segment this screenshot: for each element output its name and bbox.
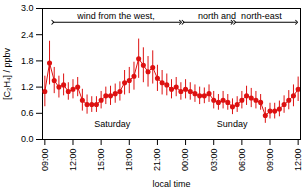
svg-text:0.0: 0.0 [21, 134, 34, 144]
svg-text:3.0: 3.0 [21, 3, 34, 13]
svg-text:north and north-east: north and north-east [198, 11, 282, 21]
svg-text:12:00: 12:00 [293, 149, 303, 172]
svg-text:1.2: 1.2 [21, 82, 34, 92]
svg-text:15:00: 15:00 [96, 149, 106, 172]
svg-text:Saturday: Saturday [94, 119, 131, 129]
svg-text:21:00: 21:00 [152, 149, 162, 172]
svg-text:wind from the west,: wind from the west, [76, 11, 155, 21]
svg-text:local time: local time [152, 179, 190, 189]
svg-text:18:00: 18:00 [124, 149, 134, 172]
svg-text:1.8: 1.8 [21, 56, 34, 66]
svg-text:00:00: 00:00 [180, 149, 190, 172]
svg-text:09:00: 09:00 [40, 149, 50, 172]
svg-text:Sunday: Sunday [217, 119, 248, 129]
svg-text:12:00: 12:00 [68, 149, 78, 172]
svg-text:06:00: 06:00 [237, 149, 247, 172]
svg-text:[C₂H₄] / ppbv: [C₂H₄] / ppbv [2, 47, 12, 100]
svg-text:0.6: 0.6 [21, 108, 34, 118]
svg-text:2.4: 2.4 [21, 30, 34, 40]
svg-text:03:00: 03:00 [209, 149, 219, 172]
svg-text:09:00: 09:00 [265, 149, 275, 172]
